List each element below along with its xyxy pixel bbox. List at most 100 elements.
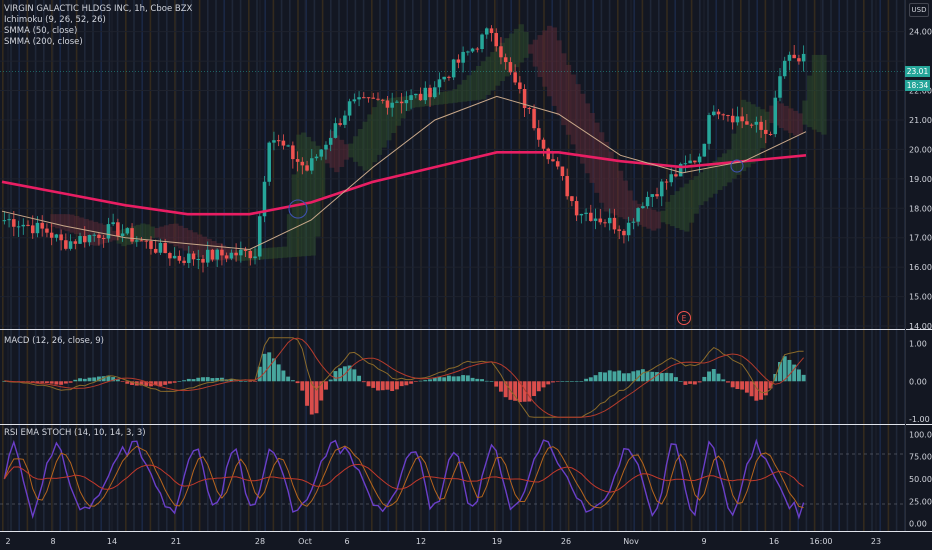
currency-badge[interactable]: USD <box>909 3 929 17</box>
legend-smma200[interactable]: SMMA (200, close) <box>4 37 83 47</box>
candle-body <box>191 253 196 260</box>
candle-body <box>745 121 749 125</box>
macd-bar <box>111 377 116 382</box>
candle-body <box>778 76 782 98</box>
macd-bar <box>309 381 314 415</box>
candle-body <box>674 174 678 177</box>
macd-bar <box>144 381 149 386</box>
cloud-segment <box>669 194 676 227</box>
stoch-ema-line <box>3 463 804 493</box>
candle-body <box>215 249 219 260</box>
session-stripe <box>157 0 160 531</box>
macd-bar <box>730 381 735 388</box>
cloud-segment <box>405 96 411 112</box>
candle-body <box>579 213 584 216</box>
candle-body <box>428 87 432 98</box>
candle-body <box>494 33 498 47</box>
cloud-segment <box>324 148 331 164</box>
cloud-segment <box>603 141 610 212</box>
price-axis[interactable]: 24.00 22.00 21.00 20.00 19.00 18.00 17.00 16.00… <box>909 28 932 529</box>
session-stripe <box>256 0 258 531</box>
cloud-segment <box>580 93 586 164</box>
session-stripe <box>125 0 127 531</box>
cloud-segment <box>466 75 472 102</box>
session-stripe <box>10 0 12 531</box>
legend-smma50[interactable]: SMMA (50, close) <box>4 26 78 36</box>
macd-bar <box>82 378 87 382</box>
candle-body <box>101 237 106 239</box>
cloud-segment <box>400 96 406 119</box>
macd-bar <box>636 370 641 382</box>
cloud-segment <box>329 131 335 168</box>
cloud-segment <box>149 226 156 239</box>
cross-marker <box>288 199 308 219</box>
candle-body <box>205 249 210 263</box>
cloud-segment <box>376 99 383 155</box>
session-stripe <box>149 0 152 531</box>
session-stripe <box>592 0 594 531</box>
macd-panel[interactable] <box>2 337 806 418</box>
candle-body <box>768 133 773 135</box>
cloud-segment <box>140 223 146 241</box>
candle-body <box>414 93 418 96</box>
session-stripe <box>84 0 86 531</box>
macd-bar <box>796 369 801 382</box>
session-stripe <box>313 0 316 531</box>
symbol-title[interactable]: VIRGIN GALACTIC HLDGS INC, 1h, Cboe BZX <box>4 4 193 14</box>
legend-macd[interactable]: MACD (12, 26, close, 9) <box>4 336 104 346</box>
candle-body <box>130 228 134 242</box>
candle-body <box>366 97 371 99</box>
cloud-segment <box>769 105 775 124</box>
candle-body <box>276 140 281 142</box>
price-axis-label: 100.00 <box>909 430 932 439</box>
session-stripe <box>321 0 324 531</box>
time-axis[interactable]: 2 8 14 21 28 Oct 6 12 19 26 Nov 9 16 16:00 23 <box>5 537 881 546</box>
cloud-segment <box>665 201 671 225</box>
stoch-panel[interactable] <box>0 438 905 520</box>
candle-body <box>305 165 309 171</box>
price-panel[interactable]: E <box>0 24 905 325</box>
cloud-segment <box>476 65 482 100</box>
candle-body <box>291 145 295 160</box>
cloud-segment <box>589 113 595 183</box>
price-axis-label: 1.00 <box>909 339 927 348</box>
cloud-segment <box>598 132 605 203</box>
price-axis-label: 18.00 <box>909 204 932 213</box>
macd-histogram <box>2 352 806 415</box>
candle-body <box>485 28 489 35</box>
earnings-marker[interactable] <box>677 311 691 325</box>
cloud-segment <box>286 214 293 258</box>
cloud-segment <box>192 232 198 255</box>
macd-bar <box>338 368 343 382</box>
cloud-segment <box>163 225 170 242</box>
macd-bar <box>456 376 461 382</box>
macd-bar <box>243 381 248 382</box>
candle-body <box>636 208 640 222</box>
countdown-tag: 18:34 <box>905 80 930 91</box>
candle-body <box>584 212 588 214</box>
session-stripe <box>34 0 37 531</box>
cloud-segment <box>807 75 813 128</box>
cloud-segment <box>144 224 151 240</box>
macd-bar <box>763 381 768 396</box>
candle-body <box>385 100 390 108</box>
session-stripe <box>444 0 447 531</box>
cloud-segment <box>135 224 141 243</box>
cloud-segment <box>419 94 425 107</box>
macd-bar <box>494 381 499 387</box>
legend-ichimoku[interactable]: Ichimoku (9, 26, 52, 26) <box>4 15 106 25</box>
cloud-segment <box>726 149 733 183</box>
session-stripe <box>608 0 611 531</box>
session-stripe <box>223 0 225 531</box>
candle-body <box>187 253 191 263</box>
candle-body <box>149 241 153 249</box>
candle-body <box>262 181 267 217</box>
session-stripe <box>756 0 758 531</box>
macd-bar <box>182 380 187 382</box>
cloud-segment <box>632 200 638 223</box>
legend-stoch[interactable]: RSI EMA STOCH (14, 10, 14, 3, 3) <box>4 428 146 438</box>
candle-body <box>338 123 342 125</box>
candle-body <box>328 137 333 145</box>
macd-bar <box>711 369 716 382</box>
